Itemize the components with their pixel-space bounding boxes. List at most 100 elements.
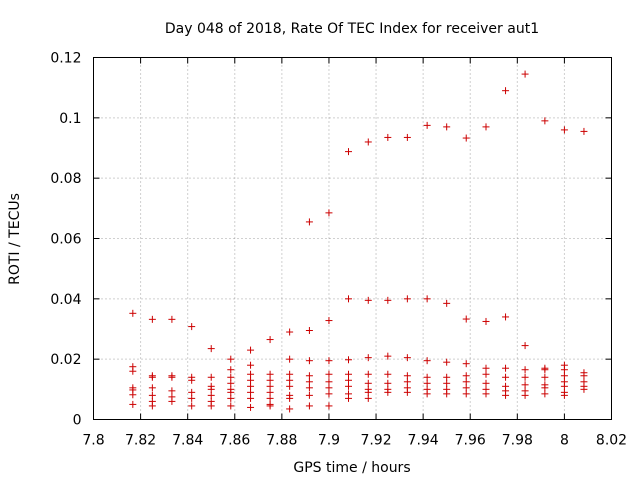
data-point [384, 352, 392, 360]
data-point [482, 390, 490, 398]
data-point [403, 354, 411, 362]
data-point [286, 376, 294, 384]
data-point [129, 391, 137, 399]
data-point [148, 373, 156, 381]
data-point [207, 385, 215, 393]
data-point [305, 402, 313, 410]
x-tick-label: 7.98 [502, 433, 533, 449]
data-point [325, 378, 333, 386]
data-point [168, 315, 176, 323]
data-point [305, 378, 313, 386]
data-point [541, 390, 549, 398]
data-point [305, 327, 313, 335]
data-point [462, 134, 470, 142]
data-point [482, 379, 490, 387]
data-point [384, 388, 392, 396]
data-point [247, 361, 255, 369]
data-point [305, 357, 313, 365]
data-point [541, 117, 549, 125]
y-tick-label: 0.08 [50, 171, 81, 187]
data-point [541, 384, 549, 392]
data-point [325, 357, 333, 365]
data-point [168, 387, 176, 395]
x-tick-label: 8 [560, 433, 569, 449]
data-point [403, 295, 411, 303]
data-point [305, 218, 313, 226]
data-point [227, 355, 235, 363]
data-point [580, 127, 588, 135]
data-point [168, 373, 176, 381]
data-point [227, 366, 235, 374]
data-point [384, 370, 392, 378]
data-point [364, 296, 372, 304]
data-point [266, 336, 274, 344]
x-tick-label: 7.86 [219, 433, 250, 449]
data-point [286, 328, 294, 336]
data-point [227, 379, 235, 387]
data-point [188, 394, 196, 402]
x-tick-label: 7.8 [82, 433, 104, 449]
data-point [403, 372, 411, 380]
data-point [403, 133, 411, 141]
plot-frame [93, 57, 612, 420]
data-point [502, 391, 510, 399]
data-point [344, 295, 352, 303]
data-point [364, 370, 372, 378]
data-point [247, 376, 255, 384]
data-point [344, 376, 352, 384]
data-point [148, 315, 156, 323]
data-point [286, 405, 294, 413]
data-point [266, 376, 274, 384]
data-point [462, 390, 470, 398]
data-point [325, 390, 333, 398]
data-point [344, 370, 352, 378]
chart-title: Day 048 of 2018, Rate Of TEC Index for r… [165, 21, 539, 37]
data-point [521, 391, 529, 399]
data-point [580, 372, 588, 380]
data-point [423, 379, 431, 387]
x-tick-label: 7.84 [172, 433, 203, 449]
x-axis-label: GPS time / hours [293, 460, 410, 476]
data-points [129, 70, 588, 413]
data-point [344, 394, 352, 402]
data-point [247, 388, 255, 396]
x-tick-label: 8.02 [596, 433, 627, 449]
y-tick-label: 0.02 [50, 352, 81, 368]
x-tick-label: 7.96 [455, 433, 486, 449]
y-tick-label: 0 [73, 413, 82, 429]
data-point [227, 394, 235, 402]
data-point [443, 379, 451, 387]
data-point [364, 354, 372, 362]
x-tick-label: 7.82 [125, 433, 156, 449]
data-point [148, 391, 156, 399]
data-point [502, 373, 510, 381]
data-point [247, 382, 255, 390]
data-point [266, 402, 274, 410]
data-point [560, 382, 568, 390]
data-point [423, 357, 431, 365]
data-point [521, 366, 529, 374]
x-tick-label: 7.88 [266, 433, 297, 449]
data-point [266, 382, 274, 390]
data-point [521, 342, 529, 350]
data-point [266, 394, 274, 402]
data-point [148, 384, 156, 392]
data-point [247, 370, 255, 378]
data-point [286, 370, 294, 378]
data-point [247, 403, 255, 411]
data-point [188, 402, 196, 410]
data-point [423, 295, 431, 303]
data-point [305, 372, 313, 380]
data-point [364, 138, 372, 146]
data-point [502, 364, 510, 372]
data-point [227, 402, 235, 410]
data-point [129, 400, 137, 408]
data-point [188, 388, 196, 396]
data-point [423, 390, 431, 398]
data-point [148, 402, 156, 410]
y-tick-label: 0.1 [59, 111, 81, 127]
y-tick-label: 0.06 [50, 232, 81, 248]
y-tick-label: 0.04 [50, 292, 81, 308]
data-point [423, 121, 431, 129]
